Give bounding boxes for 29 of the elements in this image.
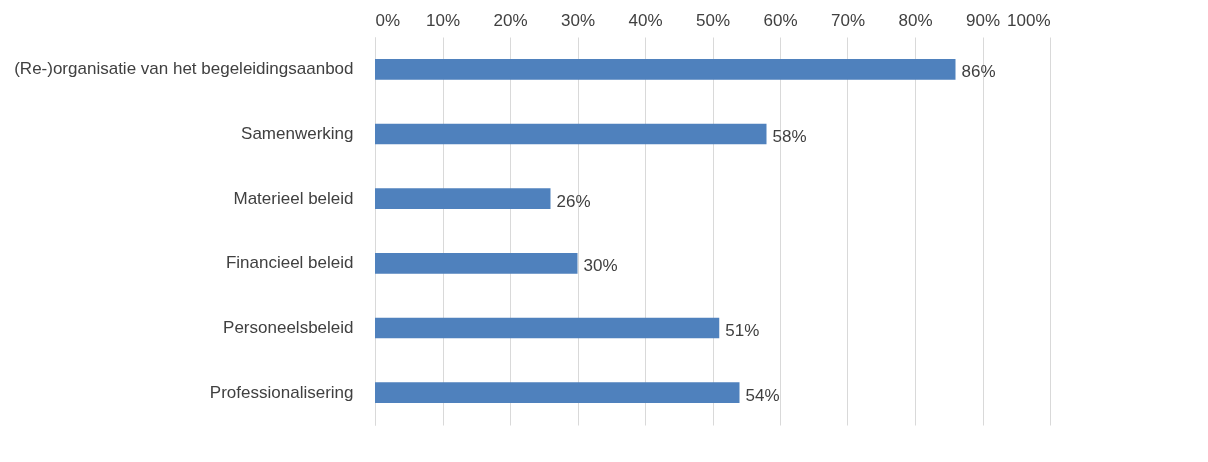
x-tick-label: 40%: [628, 10, 663, 30]
x-tick-label: 10%: [425, 10, 461, 30]
data-label: 51%: [725, 321, 760, 340]
y-tick-label: Materieel beleid: [233, 188, 354, 208]
x-tick-label: 80%: [898, 10, 933, 30]
x-tick-label: 30%: [560, 10, 596, 30]
y-tick-label: (Re-)organisatie van het begeleidingsaanbod: [14, 59, 354, 79]
x-tick-label: 100%: [1007, 10, 1051, 30]
x-tick-label: 0%: [375, 10, 401, 30]
bar: [375, 58, 956, 80]
bar: [375, 382, 740, 404]
bar: [375, 317, 720, 339]
bar: [375, 188, 551, 210]
y-tick-label: Financieel beleid: [225, 253, 354, 273]
data-label: 30%: [583, 256, 618, 276]
x-tick-label: 90%: [965, 10, 1001, 30]
data-label: 58%: [772, 127, 807, 146]
y-tick-label: Samenwerking: [241, 124, 354, 143]
data-label: 26%: [556, 191, 591, 211]
x-tick-label: 50%: [695, 10, 731, 30]
data-label: 54%: [745, 385, 780, 405]
x-tick-label: 60%: [763, 10, 798, 30]
data-label: 86%: [961, 62, 996, 82]
bar: [375, 252, 578, 274]
y-tick-label: Professionalisering: [209, 382, 354, 402]
bar: [375, 123, 767, 145]
y-tick-label: Personeelsbeleid: [223, 318, 354, 337]
x-tick-label: 20%: [493, 10, 528, 30]
x-tick-label: 70%: [830, 10, 866, 30]
